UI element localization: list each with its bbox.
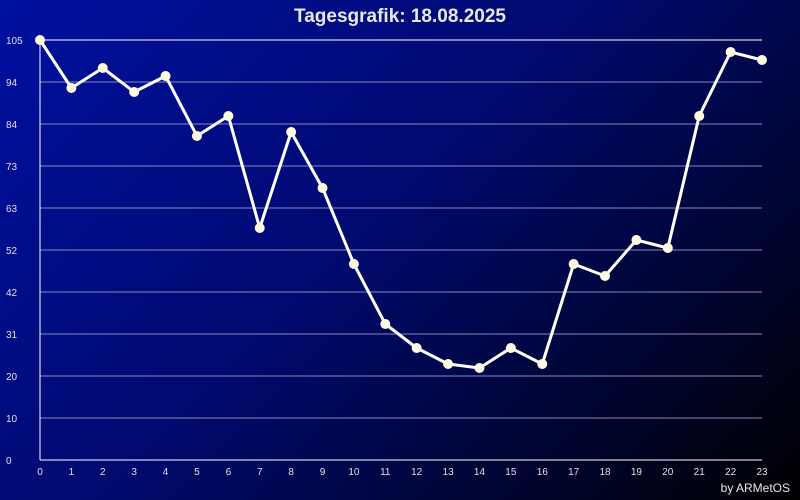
x-tick-label: 7: [257, 467, 263, 478]
data-point: [411, 343, 422, 353]
x-tick-label: 23: [756, 467, 768, 478]
data-point: [348, 259, 359, 269]
data-point: [223, 111, 234, 121]
x-tick-label: 13: [443, 467, 455, 478]
x-tick-label: 12: [411, 467, 423, 478]
x-tick-label: 21: [694, 467, 706, 478]
series-line: [38, 39, 763, 370]
x-tick-label: 5: [194, 467, 200, 478]
x-tick-label: 2: [100, 467, 106, 478]
x-tick-label: 15: [505, 467, 517, 478]
data-point: [631, 235, 642, 245]
x-tick-label: 8: [288, 467, 294, 478]
data-point: [568, 259, 579, 269]
data-point: [537, 359, 548, 369]
data-point: [35, 35, 45, 45]
x-tick-label: 9: [320, 467, 326, 478]
x-tick-label: 14: [474, 467, 486, 478]
credit-label: by ARMetOS: [720, 481, 790, 495]
data-point: [286, 127, 297, 137]
data-point: [160, 71, 171, 81]
y-tick-label: 52: [6, 246, 18, 257]
data-point: [600, 271, 611, 281]
y-tick-label: 0: [6, 456, 12, 467]
chart-title: Tagesgrafik: 18.08.2025: [294, 6, 506, 27]
y-tick-label: 10: [6, 414, 18, 425]
y-tick-label: 84: [6, 120, 18, 131]
data-point: [129, 87, 140, 97]
x-tick-label: 19: [631, 467, 643, 478]
x-tick-label: 20: [662, 467, 674, 478]
data-point: [662, 243, 673, 253]
x-tick-label: 4: [163, 467, 169, 478]
x-tick-label: 10: [348, 467, 360, 478]
x-tick-label: 22: [725, 467, 737, 478]
data-point: [254, 223, 265, 233]
data-point: [317, 183, 328, 193]
x-tick-label: 17: [568, 467, 580, 478]
y-tick-label: 94: [6, 78, 18, 89]
data-point: [725, 47, 736, 57]
data-point: [380, 319, 391, 329]
x-tick-label: 16: [537, 467, 549, 478]
data-point: [66, 83, 77, 93]
y-tick-label: 105: [6, 36, 23, 47]
x-tick-label: 1: [69, 467, 75, 478]
data-point: [474, 363, 485, 373]
data-point: [443, 359, 454, 369]
x-tick-label: 3: [131, 467, 137, 478]
x-tick-label: 18: [599, 467, 611, 478]
y-tick-label: 42: [6, 288, 18, 299]
y-tick-label: 63: [6, 204, 18, 215]
data-point: [694, 111, 705, 121]
y-tick-label: 31: [6, 330, 18, 341]
y-tick-label: 20: [6, 372, 18, 383]
data-point: [505, 343, 516, 353]
x-tick-label: 0: [37, 467, 43, 478]
y-tick-label: 73: [6, 162, 18, 173]
x-tick-label: 6: [226, 467, 232, 478]
data-point: [97, 63, 108, 73]
x-tick-label: 11: [380, 467, 391, 478]
data-point: [191, 131, 202, 141]
data-point: [757, 55, 767, 65]
